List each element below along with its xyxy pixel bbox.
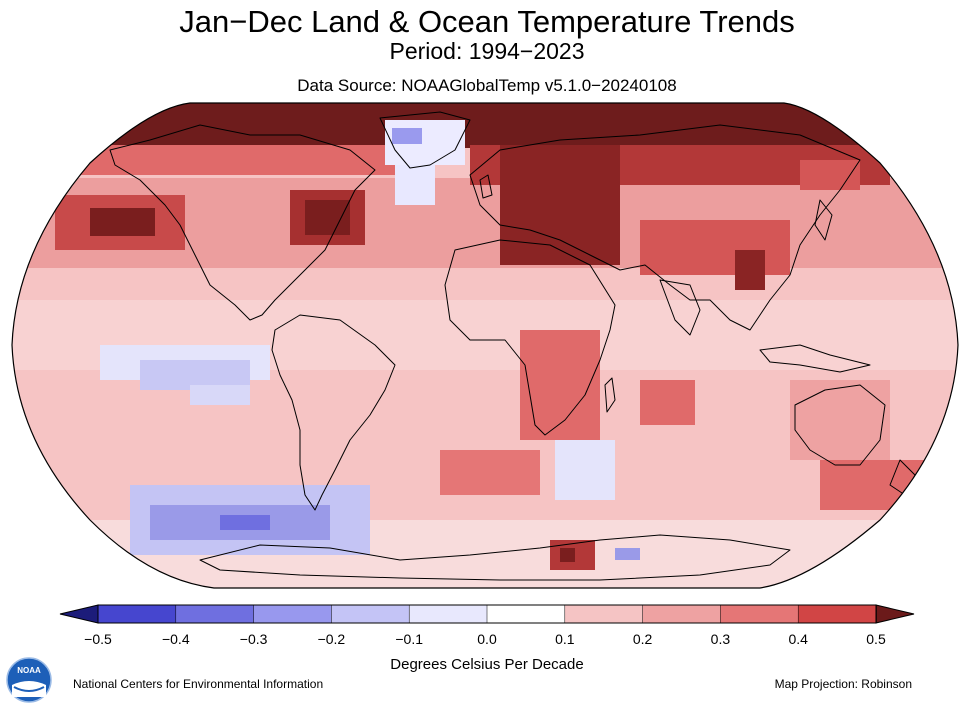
colorbar-cell	[331, 604, 410, 624]
antarctic-hotspot	[560, 548, 575, 562]
logo-gull	[12, 681, 46, 697]
southwest-pacific-warm	[820, 460, 950, 510]
colorbar-title: Degrees Celsius Per Decade	[390, 656, 584, 673]
map-period: Period: 1994−2023	[389, 38, 585, 64]
colorbar-cell	[720, 604, 799, 624]
globe-border	[11, 102, 959, 589]
colorbar-cell	[797, 604, 877, 624]
logo-wave	[13, 686, 45, 692]
logo-text: NOAA	[17, 666, 41, 675]
colorbar-tick-label: −0.2	[317, 631, 346, 647]
eastern-pacific-edge	[190, 385, 250, 405]
antarctica-outline	[199, 534, 791, 581]
colorbar-cell	[97, 604, 177, 624]
map-title: Jan−Dec Land & Ocean Temperature Trends	[179, 4, 795, 39]
africa-outline	[444, 239, 616, 436]
northwest-atlantic-hotspot	[305, 200, 350, 235]
footer-ncei-label: National Centers for Environmental Infor…	[73, 677, 324, 691]
colorbar-tick-label: −0.5	[84, 631, 112, 647]
greenland-outline	[379, 111, 471, 169]
antarctic-cold-spot	[615, 548, 640, 560]
colorbar-tick-label: −0.4	[161, 631, 190, 647]
colorbar-tick-label: 0.3	[710, 631, 731, 647]
colorbar-cell	[253, 604, 333, 624]
north-america-outline	[109, 124, 376, 321]
colorbar-cell	[486, 604, 566, 624]
japan-outline	[814, 199, 833, 241]
india-outline	[659, 279, 701, 336]
north-pacific-hotspot	[90, 208, 155, 236]
colorbar-tick-label: 0.2	[632, 631, 653, 647]
north-atlantic-cold-patch	[395, 165, 435, 205]
australia-region	[790, 380, 890, 460]
data-source: Data Source: NOAAGlobalTemp v5.1.0−20240…	[297, 76, 677, 95]
map-projection-label: Map Projection: Robinson	[774, 677, 912, 691]
colorbar-tick-label: −0.3	[239, 631, 268, 647]
europe-russia	[500, 145, 620, 265]
colorbar-tick-label: 0.0	[477, 631, 497, 647]
eurasia-outline	[469, 124, 861, 331]
colorbar-tick-label: 0.4	[788, 631, 808, 647]
colorbar-cell	[564, 604, 644, 624]
colorbar-under-arrow	[59, 604, 99, 624]
central-asia	[640, 220, 790, 275]
colorbar-cell	[408, 604, 488, 624]
colorbar-frame	[97, 604, 877, 624]
colorbar	[59, 604, 915, 624]
australia-outline	[794, 384, 886, 466]
southern-pacific-cold-core	[220, 515, 270, 530]
indian-ocean-warm	[640, 380, 695, 425]
colorbar-over-arrow	[875, 604, 915, 624]
greenland-cold-core	[392, 128, 422, 144]
south-atlantic-cold-patch	[555, 440, 615, 500]
indonesia-outline	[759, 344, 871, 373]
colorbar-tick-label: −0.1	[395, 631, 423, 647]
south-america-outline	[271, 314, 396, 511]
coastlines	[109, 111, 916, 581]
map-fill	[12, 103, 958, 588]
colorbar-tick-label: 0.5	[866, 631, 886, 647]
uk-outline	[479, 174, 493, 199]
central-africa-warm	[520, 330, 600, 440]
noaa-logo-icon: NOAA	[6, 657, 52, 703]
far-east-russia	[800, 160, 860, 190]
colorbar-cell	[642, 604, 722, 624]
colorbar-cell	[175, 604, 255, 624]
colorbar-tick-label: 0.1	[555, 631, 575, 647]
south-atlantic-warm	[440, 450, 540, 495]
east-asia-hotspot	[735, 250, 765, 290]
arctic-band	[12, 103, 958, 148]
madagascar-outline	[604, 377, 616, 413]
